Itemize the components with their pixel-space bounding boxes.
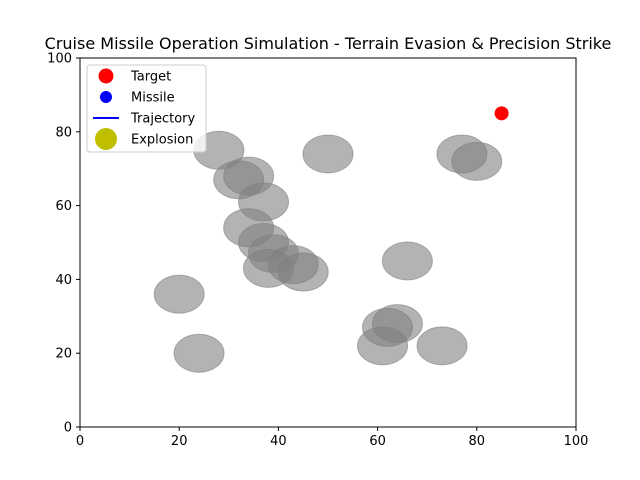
legend-label: Target: [130, 70, 171, 85]
x-axis-ticks: 0 20 40 60 80 100: [76, 427, 589, 449]
x-tick-label: 20: [171, 434, 188, 449]
y-tick-label: 20: [55, 347, 72, 362]
obstacle-point: [277, 252, 329, 292]
legend: Target Missile Trajectory Explosion: [86, 64, 207, 153]
legend-label: Missile: [131, 91, 175, 106]
y-tick-label: 80: [55, 125, 72, 140]
legend-circle-marker: [98, 68, 114, 84]
legend-label: Explosion: [131, 133, 193, 148]
legend-circle-marker: [95, 128, 117, 150]
plot-area-frame: [79, 57, 577, 428]
legend-box: [86, 64, 207, 153]
target-layer: [494, 106, 509, 121]
chart-title: Cruise Missile Operation Simulation - Te…: [45, 34, 612, 53]
obstacles-layer: [153, 130, 503, 373]
legend-circle-marker: [100, 91, 112, 103]
y-tick-label: 100: [47, 52, 72, 67]
target-point: [494, 106, 509, 121]
obstacle-point: [416, 326, 468, 366]
obstacle-point: [153, 274, 205, 314]
x-tick-label: 40: [270, 434, 287, 449]
obstacle-point: [302, 134, 354, 174]
obstacle-point: [357, 326, 409, 366]
x-tick-label: 100: [564, 434, 589, 449]
x-tick-label: 80: [469, 434, 486, 449]
obstacle-point: [173, 333, 225, 373]
y-axis-ticks: 0 20 40 60 80 100: [47, 52, 80, 436]
y-tick-label: 0: [64, 421, 72, 436]
obstacle-point: [451, 141, 503, 181]
legend-label: Trajectory: [130, 112, 195, 127]
x-tick-label: 60: [369, 434, 386, 449]
y-tick-label: 60: [55, 199, 72, 214]
y-tick-label: 40: [55, 273, 72, 288]
obstacle-point: [381, 241, 433, 281]
x-tick-label: 0: [76, 434, 84, 449]
